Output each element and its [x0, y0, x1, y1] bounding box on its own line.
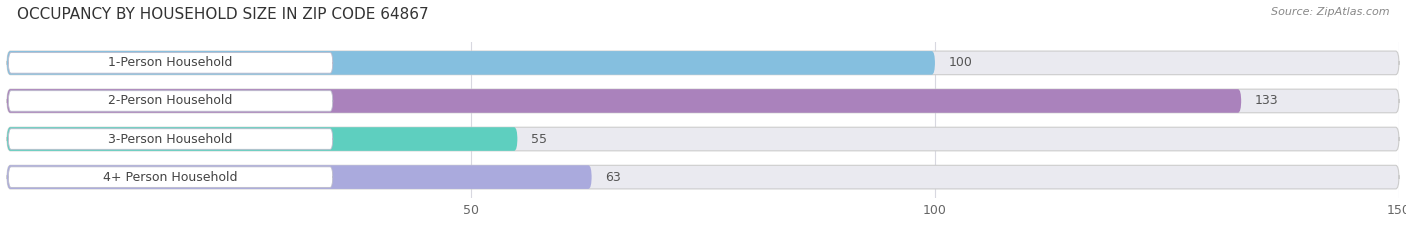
- Text: 100: 100: [949, 56, 973, 69]
- FancyBboxPatch shape: [7, 89, 1399, 113]
- Text: 63: 63: [606, 171, 621, 184]
- Text: 55: 55: [531, 133, 547, 146]
- Text: Source: ZipAtlas.com: Source: ZipAtlas.com: [1271, 7, 1389, 17]
- FancyBboxPatch shape: [8, 129, 333, 149]
- Text: OCCUPANCY BY HOUSEHOLD SIZE IN ZIP CODE 64867: OCCUPANCY BY HOUSEHOLD SIZE IN ZIP CODE …: [17, 7, 429, 22]
- Text: 4+ Person Household: 4+ Person Household: [103, 171, 238, 184]
- FancyBboxPatch shape: [8, 53, 333, 73]
- FancyBboxPatch shape: [7, 165, 1399, 189]
- FancyBboxPatch shape: [7, 127, 517, 151]
- FancyBboxPatch shape: [7, 165, 592, 189]
- Text: 133: 133: [1256, 94, 1279, 107]
- FancyBboxPatch shape: [7, 51, 935, 75]
- Text: 3-Person Household: 3-Person Household: [108, 133, 233, 146]
- Text: 1-Person Household: 1-Person Household: [108, 56, 233, 69]
- Text: 2-Person Household: 2-Person Household: [108, 94, 233, 107]
- FancyBboxPatch shape: [7, 127, 1399, 151]
- FancyBboxPatch shape: [7, 89, 1241, 113]
- FancyBboxPatch shape: [8, 167, 333, 187]
- FancyBboxPatch shape: [7, 51, 1399, 75]
- FancyBboxPatch shape: [8, 91, 333, 111]
